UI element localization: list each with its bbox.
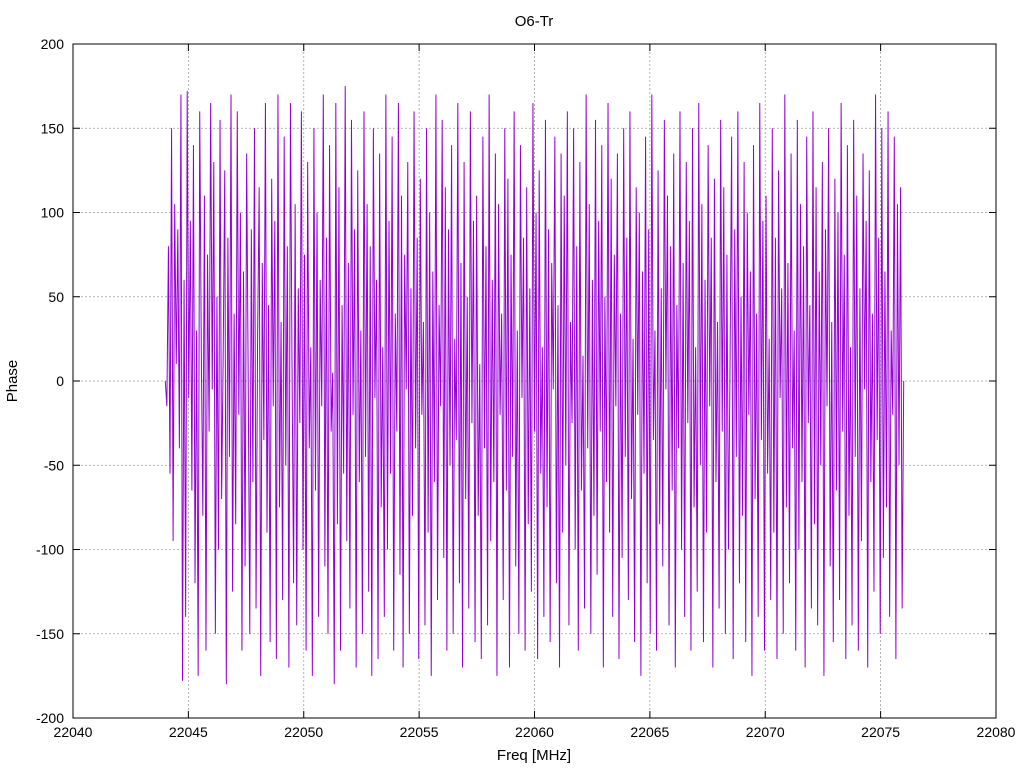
x-tick-label: 22040 bbox=[54, 724, 93, 740]
y-tick-label: -200 bbox=[36, 710, 64, 726]
series-line bbox=[164, 86, 905, 685]
y-axis-title: Phase bbox=[4, 360, 21, 403]
y-tick-label: -150 bbox=[36, 626, 64, 642]
x-tick-label: 22045 bbox=[169, 724, 208, 740]
x-tick-label: 22050 bbox=[284, 724, 323, 740]
tick-labels: 22040 22045 22050 22055 22060 22065 22070 22075… bbox=[36, 36, 1016, 740]
x-axis-title: Freq [MHz] bbox=[497, 747, 571, 764]
y-tick-label: 100 bbox=[41, 205, 65, 221]
x-tick-label: 22055 bbox=[400, 724, 439, 740]
x-tick-label: 22070 bbox=[746, 724, 785, 740]
x-tick-label: 22060 bbox=[515, 724, 554, 740]
y-tick-label: 50 bbox=[48, 289, 64, 305]
x-tick-label: 22065 bbox=[630, 724, 669, 740]
series-layer bbox=[164, 86, 905, 685]
y-tick-label: 0 bbox=[56, 373, 64, 389]
x-tick-label: 22075 bbox=[861, 724, 900, 740]
y-tick-label: 150 bbox=[41, 120, 65, 136]
y-tick-label: -50 bbox=[44, 457, 64, 473]
chart-title: O6-Tr bbox=[515, 13, 554, 30]
x-tick-label: 22080 bbox=[977, 724, 1016, 740]
y-tick-label: 200 bbox=[41, 36, 65, 52]
axis-ticks bbox=[72, 43, 997, 719]
y-tick-label: -100 bbox=[36, 542, 64, 558]
